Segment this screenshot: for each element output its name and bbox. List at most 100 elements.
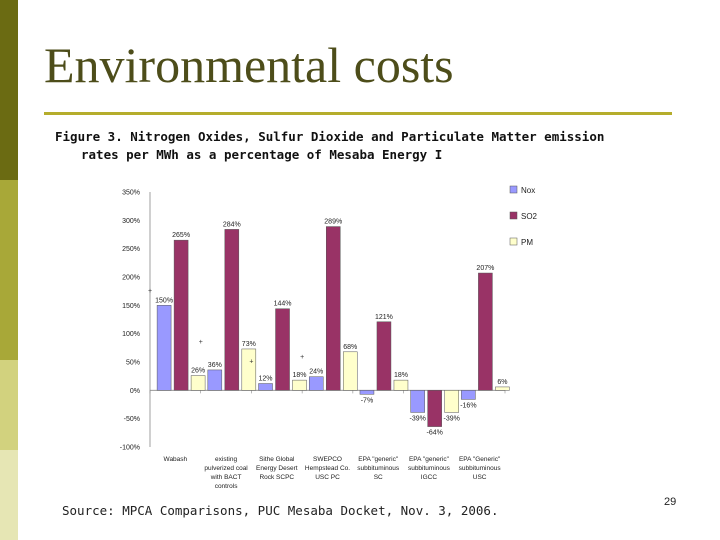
title-underline (44, 112, 672, 115)
bar-so2 (275, 308, 290, 391)
data-label: 73% (242, 341, 256, 348)
data-label: 36% (208, 362, 222, 369)
plus-marker: + (199, 339, 203, 346)
category-label: subbituminous (408, 465, 451, 472)
data-label: 207% (476, 265, 494, 272)
y-tick-label: -50% (124, 416, 140, 423)
category-label: existing (215, 456, 237, 463)
page-number: 29 (664, 496, 677, 508)
caption-line-2: rates per MWh as a percentage of Mesaba … (81, 147, 443, 162)
bar-pm (292, 379, 307, 391)
data-label: 144% (274, 301, 292, 308)
bar-nox (461, 390, 476, 400)
bar-nox (359, 390, 375, 395)
emissions-bar-chart: -100% -50% 0% 50% 100% 150% 200% 250% 300% 350% 1… (120, 185, 538, 490)
category-label: subbituminous (357, 465, 400, 472)
data-label: 26% (191, 368, 205, 375)
bar-pm (393, 379, 409, 391)
y-tick-label: 0% (130, 388, 140, 395)
bar-so2 (478, 272, 493, 391)
figure-caption: Figure 3. Nitrogen Oxides, Sulfur Dioxid… (55, 128, 665, 164)
data-label: -39% (443, 415, 459, 422)
category-label: pulverized coal (204, 465, 248, 472)
category-label: subbituminous (459, 465, 502, 472)
category-label: Sithe Global (259, 456, 295, 463)
category-label: controls (215, 483, 239, 490)
slide-title: Environmental costs (44, 37, 454, 93)
data-label: -64% (426, 430, 442, 437)
data-label: -16% (460, 402, 476, 409)
data-label: 18% (293, 372, 307, 379)
legend-label: Nox (521, 186, 535, 195)
data-label: 121% (375, 314, 393, 321)
category-label: EPA "generic" (409, 456, 450, 463)
data-label: -39% (409, 415, 425, 422)
sidebar-stripe (0, 0, 18, 540)
bar-nox (308, 376, 324, 391)
plus-marker: + (300, 354, 304, 361)
data-label: 68% (343, 344, 357, 351)
bar-pm (190, 375, 206, 391)
bar-so2 (325, 226, 341, 391)
legend-swatch (509, 185, 518, 194)
category-label: Energy Desert (256, 465, 298, 472)
bar-nox (410, 390, 425, 413)
category-label: EPA "generic" (358, 456, 399, 463)
bar-so2 (427, 390, 442, 427)
category-label: SC (374, 474, 383, 481)
data-label: 265% (172, 232, 190, 239)
category-label: with BACT (210, 474, 242, 481)
bar-pm (342, 351, 358, 391)
data-label: 18% (394, 372, 408, 379)
sidebar-segment (0, 180, 18, 360)
data-label: 150% (155, 297, 173, 304)
data-label: 6% (497, 379, 507, 386)
legend-label: PM (521, 238, 533, 247)
bar-so2 (376, 321, 392, 391)
markers: + + + + (148, 288, 304, 366)
bar-so2 (173, 239, 189, 391)
plus-marker: + (249, 359, 253, 366)
plus-marker: + (148, 288, 152, 295)
y-tick-label: 350% (122, 190, 140, 197)
bar-nox (207, 369, 223, 391)
y-tick-label: -100% (120, 445, 140, 452)
data-label: -7% (361, 397, 373, 404)
sidebar-segment (0, 360, 18, 450)
bar-nox (258, 383, 273, 391)
y-tick-label: 150% (122, 303, 140, 310)
category-label: IGCC (421, 474, 438, 481)
bar-pm (241, 348, 257, 391)
y-tick-label: 250% (122, 246, 140, 253)
category-label: USC PC (315, 474, 340, 481)
bar-so2 (224, 229, 240, 391)
category-label: SWEPCO (313, 456, 342, 463)
data-label: 284% (223, 221, 241, 228)
y-tick-label: 50% (126, 360, 140, 367)
x-axis-categories: Wabash existing pulverized coal with BACT co… (164, 456, 502, 490)
y-tick-label: 200% (122, 275, 140, 282)
caption-line-1: Figure 3. Nitrogen Oxides, Sulfur Dioxid… (55, 129, 605, 144)
bar-pm (495, 386, 510, 391)
y-tick-label: 100% (122, 331, 140, 338)
sidebar-segment (0, 0, 18, 180)
data-labels: 150%36%12%24%-7%-39%-16%265%284%144%289%… (155, 219, 507, 437)
category-label: Hempstead Co. (305, 465, 350, 472)
source-note: Source: MPCA Comparisons, PUC Mesaba Doc… (62, 503, 499, 518)
data-label: 289% (324, 219, 342, 226)
legend-label: SO2 (521, 212, 538, 221)
data-label: 12% (259, 376, 273, 383)
legend-swatch (509, 211, 518, 220)
legend-swatch (509, 237, 518, 246)
data-label: 24% (309, 369, 323, 376)
legend: Nox SO2 PM (509, 185, 538, 247)
sidebar-segment (0, 450, 18, 540)
y-tick-label: 300% (122, 218, 140, 225)
category-label: EPA "Generic" (459, 456, 501, 463)
category-label: Rock SCPC (259, 474, 294, 481)
category-label: Wabash (164, 456, 188, 463)
bars (156, 226, 510, 427)
bar-nox (156, 305, 172, 391)
category-label: USC (473, 474, 487, 481)
bar-pm (444, 390, 459, 413)
